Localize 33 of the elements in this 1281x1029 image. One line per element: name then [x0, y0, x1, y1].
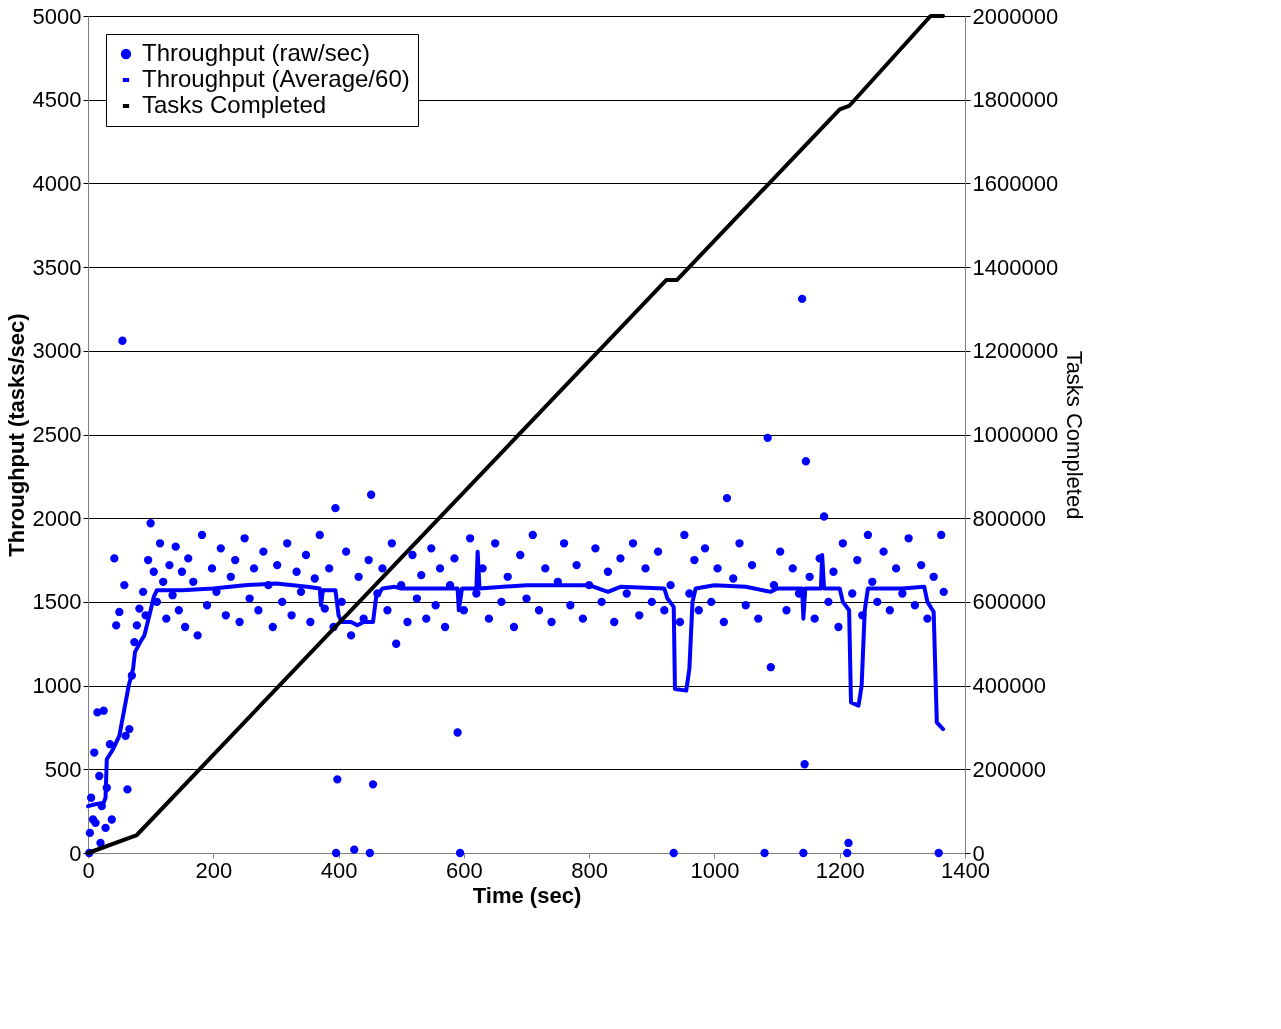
y2-tick-label: 1400000 [972, 254, 1059, 280]
y2-tick-label: 1000000 [972, 422, 1059, 447]
x-tick-label: 800 [571, 857, 608, 883]
legend-label: Throughput (raw/sec) [142, 39, 371, 66]
y-tick-label: 1500 [32, 589, 82, 615]
y-tick-label: 3500 [32, 254, 82, 280]
y2-tick-label: 200000 [972, 756, 1046, 782]
y2-axis-title: Tasks Completed [1062, 350, 1088, 520]
y2-tick-label: 1200000 [972, 338, 1059, 364]
y-tick-label: 4000 [32, 170, 82, 196]
x-tick-label: 1200 [815, 857, 865, 883]
y-tick-label: 0 [69, 840, 82, 866]
y-tick-label: 2500 [32, 422, 82, 447]
y2-tick-label: 1800000 [972, 87, 1059, 113]
y2-tick-label: 600000 [972, 589, 1046, 615]
y2-tick-label: 800000 [972, 505, 1046, 531]
y-tick-label: 500 [44, 756, 82, 782]
y-axis-title: Throughput (tasks/sec) [3, 313, 29, 557]
x-tick-label: 1000 [690, 857, 740, 883]
y-tick-label: 3000 [32, 338, 82, 364]
x-axis-title: Time (sec) [472, 882, 582, 908]
y2-tick-label: 400000 [972, 673, 1046, 699]
y-tick-label: 4500 [32, 87, 82, 113]
y-tick-label: 1000 [32, 673, 82, 699]
legend-label: Throughput (Average/60) [142, 65, 410, 92]
y2-tick-label: 2000000 [972, 3, 1059, 29]
x-tick-label: 400 [320, 857, 358, 883]
x-tick-label: 200 [195, 857, 233, 883]
y2-tick-label: 1600000 [972, 170, 1059, 196]
legend-label: Tasks Completed [142, 91, 327, 118]
y-tick-label: 5000 [32, 3, 82, 29]
x-tick-label: 600 [446, 857, 483, 883]
y-tick-label: 2000 [32, 505, 82, 531]
